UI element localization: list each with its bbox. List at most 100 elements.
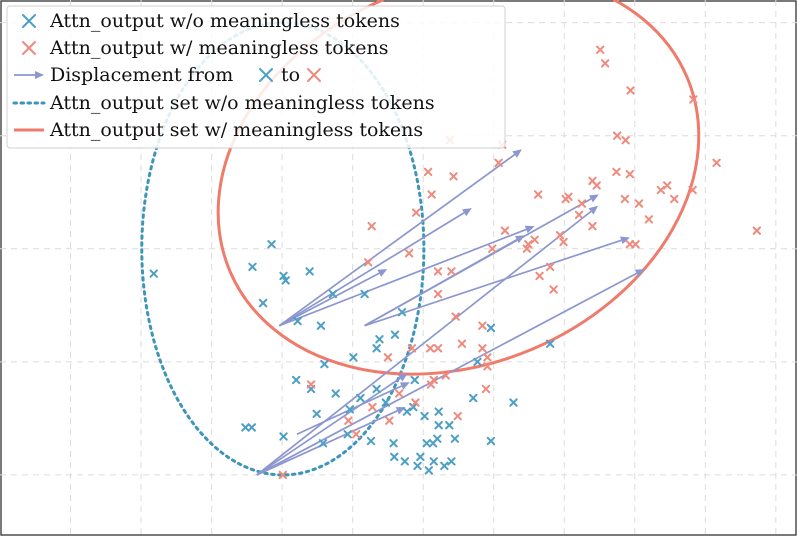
marker-stroke bbox=[559, 237, 568, 247]
marker-stroke bbox=[247, 423, 256, 432]
point-with bbox=[351, 430, 361, 439]
marker-stroke bbox=[596, 45, 605, 54]
marker-stroke bbox=[441, 371, 450, 380]
marker-stroke bbox=[530, 235, 539, 244]
marker-stroke bbox=[248, 262, 257, 272]
marker-stroke bbox=[555, 231, 565, 240]
marker-stroke bbox=[426, 344, 435, 353]
legend-marker-without bbox=[22, 14, 36, 28]
point-without bbox=[434, 407, 443, 416]
legend-x-without bbox=[22, 14, 36, 28]
displacement-arrow bbox=[256, 205, 599, 476]
marker-stroke bbox=[440, 461, 449, 471]
marker-stroke bbox=[368, 402, 377, 412]
marker-stroke bbox=[349, 353, 358, 362]
displacement-arrow bbox=[256, 373, 408, 476]
series-with bbox=[278, 45, 761, 480]
point-without bbox=[247, 423, 256, 432]
marker-stroke bbox=[351, 430, 361, 439]
point-without bbox=[400, 457, 410, 466]
marker-stroke bbox=[478, 321, 487, 330]
marker-stroke bbox=[483, 362, 492, 371]
marker-stroke bbox=[411, 398, 420, 407]
marker-stroke bbox=[389, 439, 398, 448]
point-with bbox=[670, 194, 679, 204]
marker-stroke bbox=[626, 86, 635, 95]
arrow-head bbox=[35, 71, 44, 79]
marker-stroke bbox=[281, 276, 290, 285]
marker-stroke bbox=[488, 244, 497, 253]
point-with bbox=[555, 231, 565, 240]
arrow-head bbox=[524, 225, 535, 234]
point-without bbox=[440, 461, 449, 471]
point-without bbox=[433, 434, 442, 443]
legend: Attn_output w/o meaningless tokens Attn_… bbox=[6, 5, 506, 149]
marker-stroke bbox=[447, 267, 456, 276]
point-without bbox=[356, 393, 365, 403]
displacement-arrow bbox=[364, 235, 525, 327]
displacement-arrow bbox=[278, 208, 472, 327]
marker-stroke bbox=[588, 221, 597, 231]
legend-marker-with bbox=[22, 41, 36, 55]
point-without bbox=[422, 439, 431, 448]
point-with bbox=[344, 416, 353, 425]
point-with bbox=[447, 267, 456, 276]
marker-stroke bbox=[486, 323, 496, 333]
point-with bbox=[596, 45, 605, 54]
arrow-head bbox=[634, 269, 645, 277]
point-without bbox=[413, 461, 422, 471]
point-with bbox=[564, 192, 573, 201]
marker-stroke bbox=[422, 439, 431, 448]
point-with bbox=[494, 158, 503, 168]
arrow-head bbox=[514, 235, 525, 244]
point-with bbox=[407, 344, 417, 353]
arrow-head bbox=[512, 149, 522, 158]
marker-stroke bbox=[395, 389, 404, 398]
marker-stroke bbox=[383, 353, 393, 362]
arrow-shaft bbox=[278, 212, 465, 327]
marker-stroke bbox=[712, 158, 721, 168]
marker-stroke bbox=[343, 430, 352, 439]
point-with bbox=[752, 226, 761, 235]
marker-stroke bbox=[363, 258, 373, 267]
point-with bbox=[559, 237, 568, 247]
marker-stroke bbox=[293, 316, 302, 326]
point-without bbox=[279, 271, 288, 281]
point-with bbox=[433, 267, 443, 276]
point-without bbox=[360, 289, 369, 299]
point-without bbox=[416, 452, 425, 462]
marker-stroke bbox=[612, 167, 621, 177]
displacement-arrow bbox=[278, 269, 388, 327]
point-with bbox=[577, 199, 587, 208]
point-with bbox=[451, 312, 460, 321]
point-without bbox=[372, 384, 381, 394]
point-without bbox=[450, 434, 460, 443]
point-without bbox=[318, 439, 328, 448]
point-with bbox=[688, 185, 697, 195]
legend-inline-with-marker bbox=[307, 68, 321, 82]
marker-stroke bbox=[522, 244, 532, 253]
legend-box bbox=[6, 5, 506, 149]
point-without bbox=[305, 267, 314, 276]
marker-stroke bbox=[259, 68, 273, 82]
marker-stroke bbox=[689, 95, 698, 104]
marker-stroke bbox=[450, 434, 460, 443]
marker-stroke bbox=[360, 289, 369, 299]
point-with bbox=[500, 226, 510, 235]
point-without bbox=[258, 298, 268, 308]
point-without bbox=[447, 457, 456, 466]
point-with bbox=[395, 389, 404, 398]
point-with bbox=[483, 353, 492, 362]
marker-stroke bbox=[500, 226, 510, 235]
marker-stroke bbox=[752, 226, 761, 235]
marker-stroke bbox=[381, 398, 391, 407]
arrow-shaft bbox=[278, 153, 516, 327]
point-with bbox=[478, 344, 487, 353]
point-with bbox=[433, 344, 443, 353]
marker-stroke bbox=[670, 194, 679, 204]
marker-stroke bbox=[433, 267, 443, 276]
marker-stroke bbox=[22, 14, 36, 28]
marker-stroke bbox=[620, 194, 630, 204]
point-without bbox=[424, 466, 434, 475]
marker-stroke bbox=[434, 407, 443, 416]
